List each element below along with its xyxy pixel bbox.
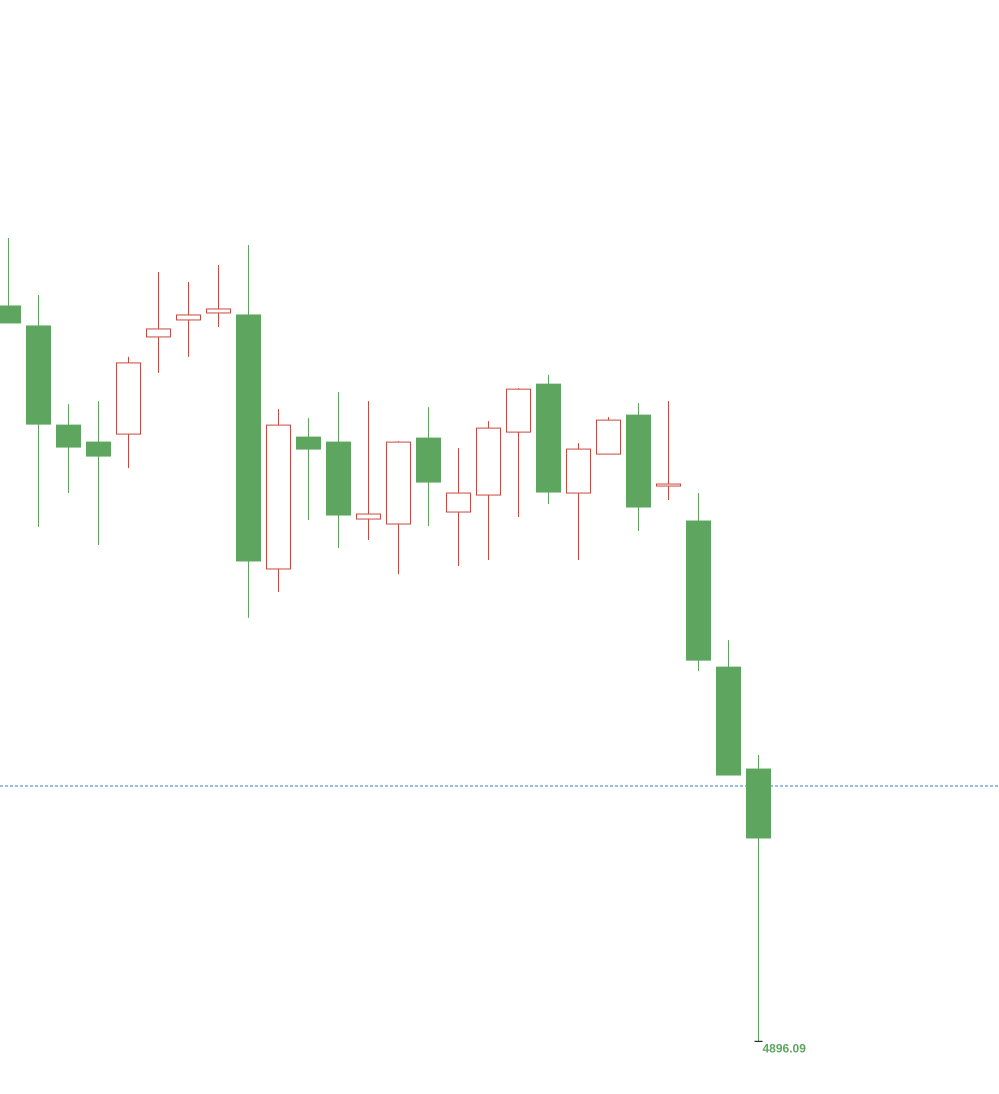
candle-body (686, 520, 711, 661)
candle-body (476, 427, 501, 496)
low-label: 4896.09 (763, 1041, 807, 1055)
candle-body (206, 308, 231, 314)
candle-body (386, 441, 411, 525)
candle-body (506, 388, 531, 433)
candle-body (566, 448, 591, 494)
candle-body (536, 383, 561, 493)
candle-body (236, 314, 261, 562)
candle-body (86, 441, 111, 457)
candle-body (266, 424, 291, 570)
candle-body (746, 768, 771, 839)
candle-body (356, 513, 381, 520)
candle-body (626, 414, 651, 508)
candle-body (416, 437, 441, 483)
candle-body (656, 483, 681, 487)
candle-body (596, 419, 621, 455)
candle-body (446, 492, 471, 513)
candle-body (0, 305, 21, 324)
candle-body (146, 328, 171, 338)
candle-body (26, 325, 51, 425)
candle-body (716, 666, 741, 776)
candle-body (116, 362, 141, 435)
candle-body (296, 436, 321, 450)
candle-body (326, 441, 351, 516)
candle-body (56, 424, 81, 448)
candle-body (176, 314, 201, 321)
